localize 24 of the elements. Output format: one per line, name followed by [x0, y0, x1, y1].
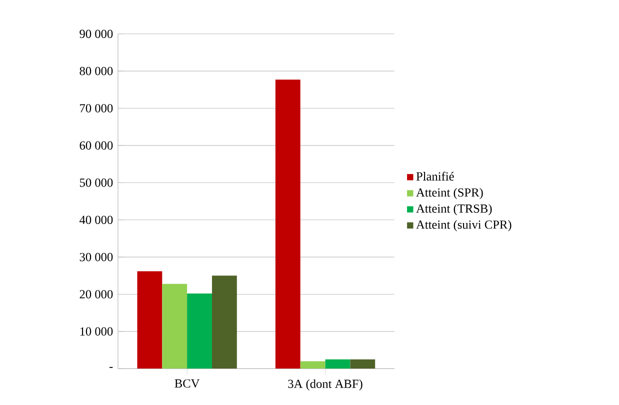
y-tick-label: 50 000	[80, 178, 113, 187]
y-tick-label: -	[109, 367, 113, 368]
legend-label: Atteint (SPR)	[416, 188, 483, 200]
bar	[300, 361, 326, 369]
x-tick-label: BCV	[174, 379, 200, 388]
bar	[137, 271, 162, 369]
y-tick-label: 70 000	[80, 104, 113, 112]
y-tick-label: 60 000	[80, 141, 113, 150]
bar	[162, 284, 188, 369]
y-tick-label: 30 000	[80, 252, 113, 262]
y-tick-label: 20 000	[80, 290, 113, 298]
bar	[325, 359, 350, 369]
x-tick-label: 3A (dont ABF)	[288, 379, 362, 391]
legend-label: Planifié	[416, 172, 454, 181]
y-tick-label: 90 000	[80, 30, 113, 38]
legend-label: Atteint (suivi CPR)	[416, 220, 512, 232]
legend-label: Atteint (TRSB)	[416, 204, 492, 216]
bar	[187, 294, 212, 369]
y-tick-label: 10 000	[80, 327, 113, 336]
y-tick-label: 40 000	[80, 216, 113, 224]
bar	[350, 359, 376, 369]
bar	[212, 276, 237, 369]
y-tick-label: 80 000	[80, 66, 113, 76]
bar	[275, 80, 300, 369]
